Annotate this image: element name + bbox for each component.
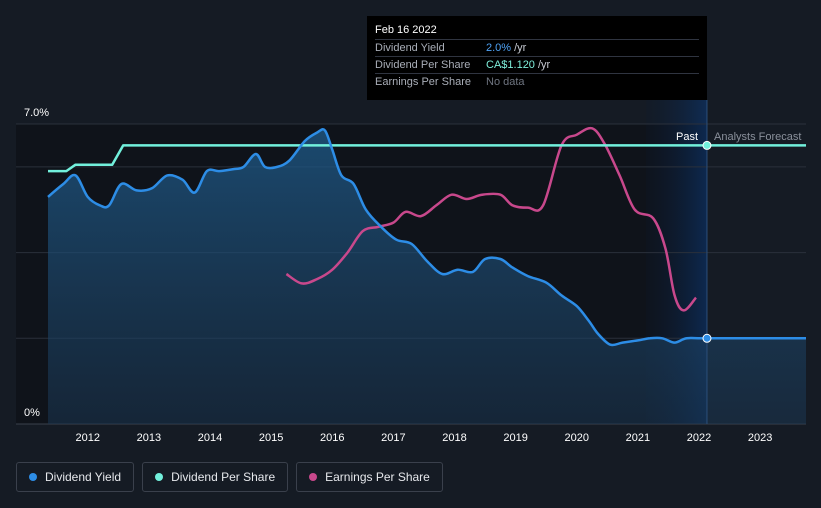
tooltip-row-earnings-per-share: Earnings Per Share No data [375, 73, 699, 90]
tooltip-unit: /yr [537, 59, 551, 71]
forecast-label: Analysts Forecast [714, 131, 801, 143]
tooltip-label: Earnings Per Share [375, 76, 471, 88]
tooltip-value: No data [486, 76, 525, 88]
tooltip-row-dividend-per-share: Dividend Per Share CA$1.120 /yr [375, 56, 699, 73]
tooltip-value: 2.0% [486, 42, 512, 54]
x-tick-label: 2020 [565, 432, 589, 444]
legend-label: Earnings Per Share [325, 470, 430, 484]
legend-item-dividend-yield[interactable]: Dividend Yield [16, 462, 135, 492]
legend-item-earnings-per-share[interactable]: Earnings Per Share [296, 462, 443, 492]
x-tick-label: 2014 [198, 432, 222, 444]
tooltip-row-dividend-yield: Dividend Yield 2.0% /yr [375, 39, 699, 56]
dividend-yield-area [48, 129, 806, 424]
x-tick-label: 2019 [503, 432, 527, 444]
tooltip-unit: /yr [514, 42, 527, 54]
x-axis: 2012 2013 2014 2015 2016 2017 2018 2019 2020 2021… [75, 432, 772, 444]
x-tick-label: 2013 [137, 432, 161, 444]
legend: Dividend Yield Dividend Per Share Earnin… [16, 462, 443, 492]
legend-label: Dividend Per Share [171, 470, 276, 484]
x-tick-label: 2023 [748, 432, 772, 444]
cursor-markers [702, 140, 712, 343]
legend-dot-icon [155, 473, 164, 481]
legend-dot-icon [309, 473, 318, 481]
dividend-yield-line [47, 128, 806, 347]
dividend-per-share-marker [702, 140, 712, 150]
x-tick-label: 2016 [320, 432, 344, 444]
earnings-per-share-line [285, 126, 697, 312]
tooltip-date: Feb 16 2022 [375, 24, 437, 36]
dividend-yield-marker [702, 333, 712, 343]
legend-dot-icon [29, 473, 37, 481]
tooltip-label: Dividend Yield [375, 42, 445, 54]
x-tick-label: 2017 [381, 432, 405, 444]
past-label: Past [676, 131, 698, 143]
x-tick-label: 2012 [75, 432, 99, 444]
y-tick-label: 7.0% [24, 107, 49, 119]
y-axis: 7.0% 0% [24, 107, 49, 419]
x-tick-label: 2021 [626, 432, 650, 444]
y-tick-label: 0% [24, 407, 40, 419]
tooltip-label: Dividend Per Share [375, 59, 471, 71]
x-tick-label: 2022 [687, 432, 711, 444]
legend-item-dividend-per-share[interactable]: Dividend Per Share [142, 462, 289, 492]
legend-label: Dividend Yield [45, 470, 122, 484]
tooltip: Feb 16 2022 Dividend Yield 2.0% /yr Divi… [367, 16, 707, 100]
x-tick-label: 2015 [259, 432, 283, 444]
x-tick-label: 2018 [442, 432, 466, 444]
tooltip-value: CA$1.120 [486, 59, 535, 71]
